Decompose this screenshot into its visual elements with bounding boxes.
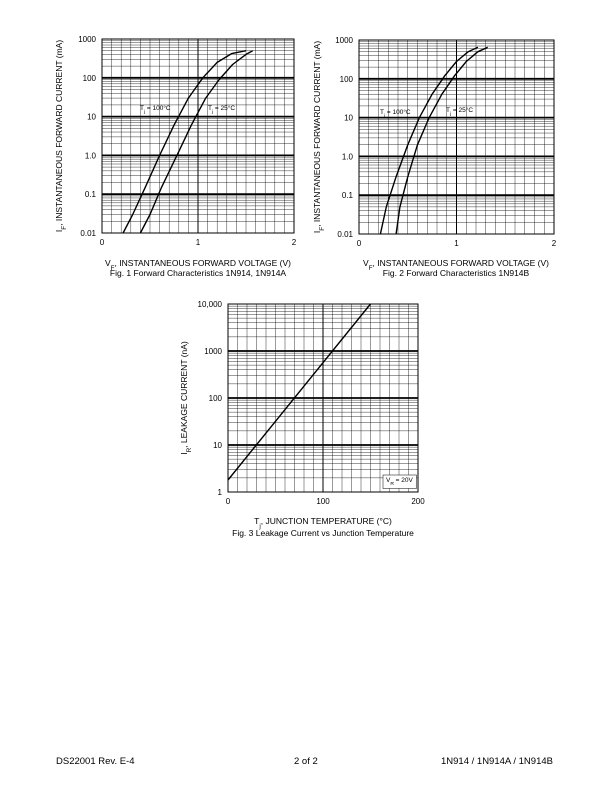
series-annotation: VR = 20V: [386, 477, 413, 487]
footer-page-number: 2 of 2: [294, 756, 318, 767]
y-tick-label: 10: [344, 114, 353, 123]
y-tick-label: 1000: [204, 347, 222, 356]
x-axis-label: Tj, JUNCTION TEMPERATURE (°C): [254, 516, 392, 530]
y-tick-label: 0.1: [342, 191, 354, 200]
series-annotation: Tj = 100°C: [380, 108, 411, 119]
y-axis-label: IF, INSTANTANEOUS FORWARD CURRENT (mA): [312, 41, 326, 233]
series-line-2: [139, 50, 254, 234]
x-tick-label: 1: [196, 238, 201, 247]
annotation-box: [382, 474, 417, 489]
figure-caption: Fig. 1 Forward Characteristics 1N914, 1N…: [110, 268, 287, 278]
series-annotation: Tj = 100°C: [140, 104, 171, 115]
y-tick-label: 10: [87, 113, 96, 122]
x-tick-label: 200: [411, 497, 425, 506]
series-line-1: [122, 50, 247, 234]
x-tick-label: 0: [226, 497, 231, 506]
x-tick-label: 1: [454, 239, 459, 248]
y-tick-label: 10: [213, 441, 222, 450]
x-tick-label: 2: [292, 238, 297, 247]
y-tick-label: 100: [83, 74, 97, 83]
series-line-1: [379, 46, 479, 235]
y-tick-label: 1: [218, 488, 223, 497]
x-tick-label: 0: [357, 239, 362, 248]
x-tick-label: 100: [316, 497, 330, 506]
y-axis-label: IF, INSTANTANEOUS FORWARD CURRENT (mA): [54, 40, 68, 232]
figure-caption: Fig. 2 Forward Characteristics 1N914B: [383, 268, 530, 278]
series-line-2: [395, 46, 488, 235]
plot-frame: [227, 303, 419, 493]
plot-frame: [101, 38, 295, 234]
footer-doc-id: DS22001 Rev. E-4: [56, 756, 135, 767]
y-tick-label: 1.0: [85, 151, 97, 160]
y-tick-label: 0.01: [80, 229, 96, 238]
plot-frame: [358, 39, 555, 235]
y-tick-label: 0.01: [337, 230, 353, 239]
x-axis-label: VF, INSTANTANEOUS FORWARD VOLTAGE (V): [363, 258, 549, 272]
series-annotation: Tj = 25°C: [446, 106, 473, 117]
series-line-1: [227, 303, 372, 481]
y-axis-label: IR, LEAKAGE CURRENT (nA): [179, 341, 193, 455]
y-tick-label: 1000: [78, 35, 96, 44]
y-tick-label: 1000: [335, 36, 353, 45]
x-tick-label: 0: [100, 238, 105, 247]
y-tick-label: 100: [209, 394, 223, 403]
x-tick-label: 2: [552, 239, 557, 248]
y-tick-label: 100: [340, 75, 354, 84]
figure-caption: Fig. 3 Leakage Current vs Junction Tempe…: [232, 528, 414, 538]
y-tick-label: 0.1: [85, 190, 97, 199]
series-annotation: Tj = 25°C: [208, 104, 235, 115]
y-tick-label: 10,000: [198, 300, 223, 309]
y-tick-label: 1.0: [342, 152, 354, 161]
x-axis-label: VF, INSTANTANEOUS FORWARD VOLTAGE (V): [105, 258, 291, 272]
footer-part-numbers: 1N914 / 1N914A / 1N914B: [441, 756, 553, 767]
